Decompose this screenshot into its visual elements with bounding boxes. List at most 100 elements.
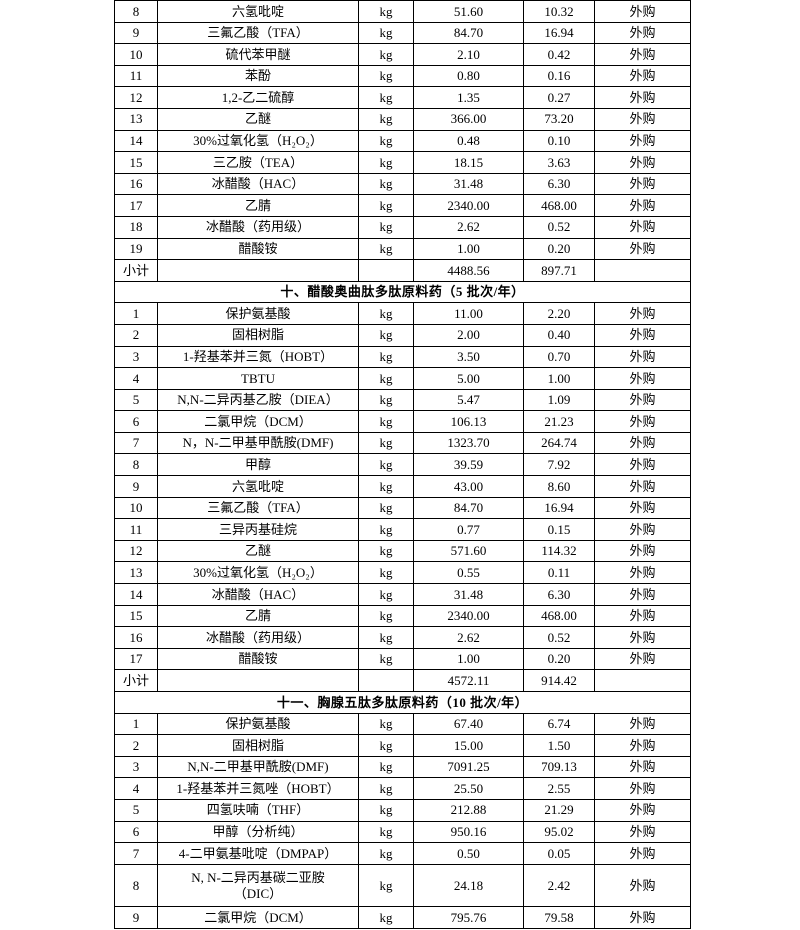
table-row: 17 醋酸铵 kg 1.00 0.20 外购 [114, 647, 691, 671]
table-row: 3 N,N-二甲基甲酰胺(DMF) kg 7091.25 709.13 外购 [114, 755, 691, 779]
cell-num: 7 [114, 842, 158, 865]
cell-v1: 2.62 [413, 215, 524, 239]
cell-name: 六氢吡啶 [157, 475, 359, 498]
cell-source: 外购 [594, 215, 691, 239]
cell-name: 硫代苯甲醚 [157, 43, 359, 66]
cell-unit: kg [358, 734, 414, 757]
subtotal-row: 小计 4488.56 897.71 [114, 259, 691, 282]
subtotal-v2: 914.42 [523, 669, 595, 692]
cell-unit: kg [358, 539, 414, 563]
subtotal-unit [358, 259, 414, 282]
cell-name: 固相树脂 [157, 323, 359, 347]
cell-unit: kg [358, 345, 414, 369]
cell-unit: kg [358, 64, 414, 88]
cell-unit: kg [358, 323, 414, 347]
cell-v2: 2.55 [523, 777, 595, 800]
table-row: 15 乙腈 kg 2340.00 468.00 外购 [114, 604, 691, 628]
cell-v2: 16.94 [523, 496, 595, 520]
cell-name: N, N-二异丙基碳二亚胺 （DIC） [157, 863, 359, 908]
cell-num: 9 [114, 906, 158, 929]
cell-source: 外购 [594, 863, 691, 908]
cell-unit: kg [358, 496, 414, 520]
table-row: 14 30%过氧化氢（H₂O₂） kg 0.48 0.10 外购 [114, 129, 691, 153]
cell-source: 外购 [594, 777, 691, 800]
cell-num: 15 [114, 604, 158, 628]
cell-name: N，N-二甲基甲酰胺(DMF) [157, 431, 359, 455]
table-row: 2 固相树脂 kg 2.00 0.40 外购 [114, 323, 691, 347]
cell-name: 醋酸铵 [157, 647, 359, 671]
cell-num: 12 [114, 86, 158, 109]
cell-unit: kg [358, 820, 414, 844]
cell-num: 10 [114, 496, 158, 520]
cell-unit: kg [358, 86, 414, 109]
cell-name: 固相树脂 [157, 734, 359, 757]
cell-num: 16 [114, 172, 158, 196]
cell-unit: kg [358, 367, 414, 390]
cell-unit: kg [358, 151, 414, 174]
cell-name: 4-二甲氨基吡啶（DMPAP） [157, 842, 359, 865]
cell-unit: kg [358, 647, 414, 671]
subtotal-label: 小计 [114, 669, 158, 692]
cell-num: 1 [114, 712, 158, 736]
cell-num: 19 [114, 237, 158, 261]
table-row: 7 4-二甲氨基吡啶（DMPAP） kg 0.50 0.05 外购 [114, 842, 691, 865]
cell-source: 外购 [594, 151, 691, 174]
cell-v1: 0.50 [413, 842, 524, 865]
cell-num: 3 [114, 345, 158, 369]
cell-unit: kg [358, 21, 414, 45]
table-row: 15 三乙胺（TEA） kg 18.15 3.63 外购 [114, 151, 691, 174]
table-row: 10 硫代苯甲醚 kg 2.10 0.42 外购 [114, 43, 691, 66]
materials-table: 8 六氢吡啶 kg 51.60 10.32 外购 9 三氟乙酸（TFA） kg 84.70 16.9… [114, 0, 691, 929]
cell-source: 外购 [594, 367, 691, 390]
cell-num: 1 [114, 302, 158, 325]
cell-name: 三氟乙酸（TFA） [157, 21, 359, 45]
cell-source: 外购 [594, 410, 691, 433]
table-row: 7 N，N-二甲基甲酰胺(DMF) kg 1323.70 264.74 外购 [114, 431, 691, 455]
cell-v2: 0.27 [523, 86, 595, 109]
cell-num: 8 [114, 863, 158, 908]
table-row: 12 1,2-乙二硫醇 kg 1.35 0.27 外购 [114, 86, 691, 109]
table-row: 1 保护氨基酸 kg 11.00 2.20 外购 [114, 302, 691, 325]
cell-num: 4 [114, 777, 158, 800]
table-row: 13 乙醚 kg 366.00 73.20 外购 [114, 107, 691, 131]
subtotal-source [594, 669, 691, 692]
cell-v1: 7091.25 [413, 755, 524, 779]
table-row: 4 TBTU kg 5.00 1.00 外购 [114, 367, 691, 390]
cell-unit: kg [358, 453, 414, 477]
cell-v2: 0.70 [523, 345, 595, 369]
cell-unit: kg [358, 431, 414, 455]
cell-v2: 468.00 [523, 604, 595, 628]
cell-v2: 21.29 [523, 798, 595, 822]
cell-v1: 0.80 [413, 64, 524, 88]
cell-v1: 2.62 [413, 626, 524, 649]
cell-unit: kg [358, 43, 414, 66]
cell-v1: 1323.70 [413, 431, 524, 455]
section-title: 十一、胸腺五肽多肽原料药（10 批次/年） [114, 691, 691, 714]
table-row: 13 30%过氧化氢（H₂O₂） kg 0.55 0.11 外购 [114, 561, 691, 585]
table-row: 14 冰醋酸（HAC） kg 31.48 6.30 外购 [114, 583, 691, 606]
cell-source: 外购 [594, 237, 691, 261]
cell-name: 苯酚 [157, 64, 359, 88]
cell-source: 外购 [594, 496, 691, 520]
materials-table-body: 8 六氢吡啶 kg 51.60 10.32 外购 9 三氟乙酸（TFA） kg 84.70 16.9… [114, 0, 691, 929]
cell-unit: kg [358, 107, 414, 131]
cell-num: 2 [114, 734, 158, 757]
cell-name: 甲醇（分析纯） [157, 820, 359, 844]
cell-source: 外购 [594, 518, 691, 541]
cell-v1: 1.00 [413, 647, 524, 671]
cell-v2: 21.23 [523, 410, 595, 433]
cell-v2: 0.40 [523, 323, 595, 347]
cell-v1: 2.10 [413, 43, 524, 66]
cell-v1: 18.15 [413, 151, 524, 174]
cell-source: 外购 [594, 323, 691, 347]
cell-v1: 0.55 [413, 561, 524, 585]
cell-source: 外购 [594, 820, 691, 844]
cell-unit: kg [358, 777, 414, 800]
cell-source: 外购 [594, 302, 691, 325]
cell-source: 外购 [594, 626, 691, 649]
cell-name: TBTU [157, 367, 359, 390]
table-row: 9 六氢吡啶 kg 43.00 8.60 外购 [114, 475, 691, 498]
cell-source: 外购 [594, 712, 691, 736]
cell-v1: 15.00 [413, 734, 524, 757]
table-row: 2 固相树脂 kg 15.00 1.50 外购 [114, 734, 691, 757]
